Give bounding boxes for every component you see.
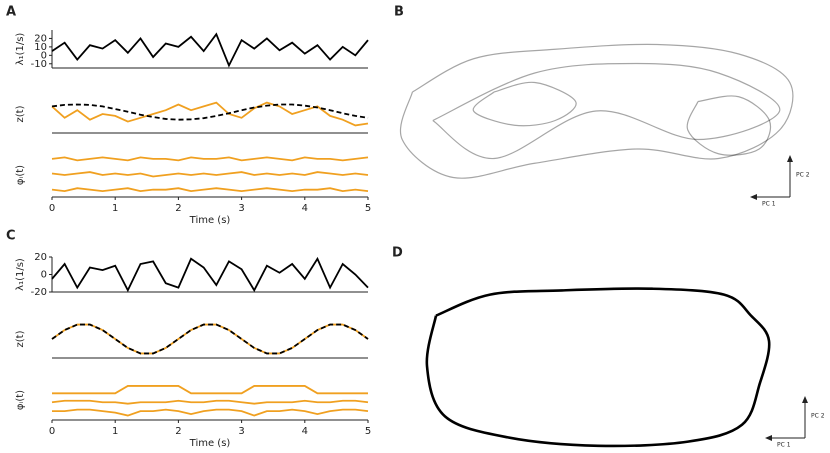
x-tick-label: 4 [302,203,308,214]
series-line [52,385,368,395]
y-tick-label: 10 [34,42,47,53]
pc-label: PC 1 [777,442,791,449]
y-tick-label: -10 [31,59,47,70]
arrow-head [750,194,757,200]
panel-label: C [6,229,16,244]
y-tick-label: -20 [31,287,47,298]
series-line [52,408,369,417]
series-line [51,103,369,121]
arrow-head [787,155,793,162]
series-line [51,32,369,68]
y-axis-label: φᵢ(t) [15,165,26,185]
series-line [51,101,369,127]
series-line [51,171,369,178]
series-line [51,399,369,405]
x-tick-label: 0 [49,426,55,437]
y-tick-label: 0 [41,270,47,281]
x-tick-label: 5 [365,426,371,437]
y-tick-label: 20 [34,33,47,44]
panel-label: B [394,5,404,20]
x-tick-label: 1 [112,426,118,437]
y-axis-label: z(t) [15,105,26,122]
trajectory [400,43,794,179]
trajectory [472,81,577,127]
pc-label: PC 1 [762,201,776,208]
y-axis-label: λ₁(1/s) [15,33,26,66]
series-line [51,323,369,355]
x-tick-label: 2 [175,203,181,214]
arrow-head [802,396,808,403]
arrow-head [765,435,772,441]
pc-label: PC 2 [796,172,810,179]
series-line [51,187,369,193]
x-tick-label: 3 [238,426,244,437]
y-axis-label: z(t) [15,330,26,347]
pc-label: PC 2 [811,413,825,420]
x-axis-label: Time (s) [189,215,231,226]
panel-label: D [392,246,403,261]
trajectory [686,95,772,156]
y-tick-label: 0 [41,50,47,61]
trajectory [425,287,771,448]
x-axis-label: Time (s) [189,438,231,449]
series-line [51,256,369,293]
x-tick-label: 1 [112,203,118,214]
x-tick-label: 3 [238,203,244,214]
x-tick-label: 2 [175,426,181,437]
series-line [51,156,369,162]
y-axis-label: λ₁(1/s) [15,258,26,291]
trajectory [432,62,781,160]
panel-label: A [6,5,16,20]
y-tick-label: 20 [34,252,47,263]
x-tick-label: 0 [49,203,55,214]
x-tick-label: 4 [302,426,308,437]
y-axis-label: φᵢ(t) [15,390,26,410]
x-tick-label: 5 [365,203,371,214]
